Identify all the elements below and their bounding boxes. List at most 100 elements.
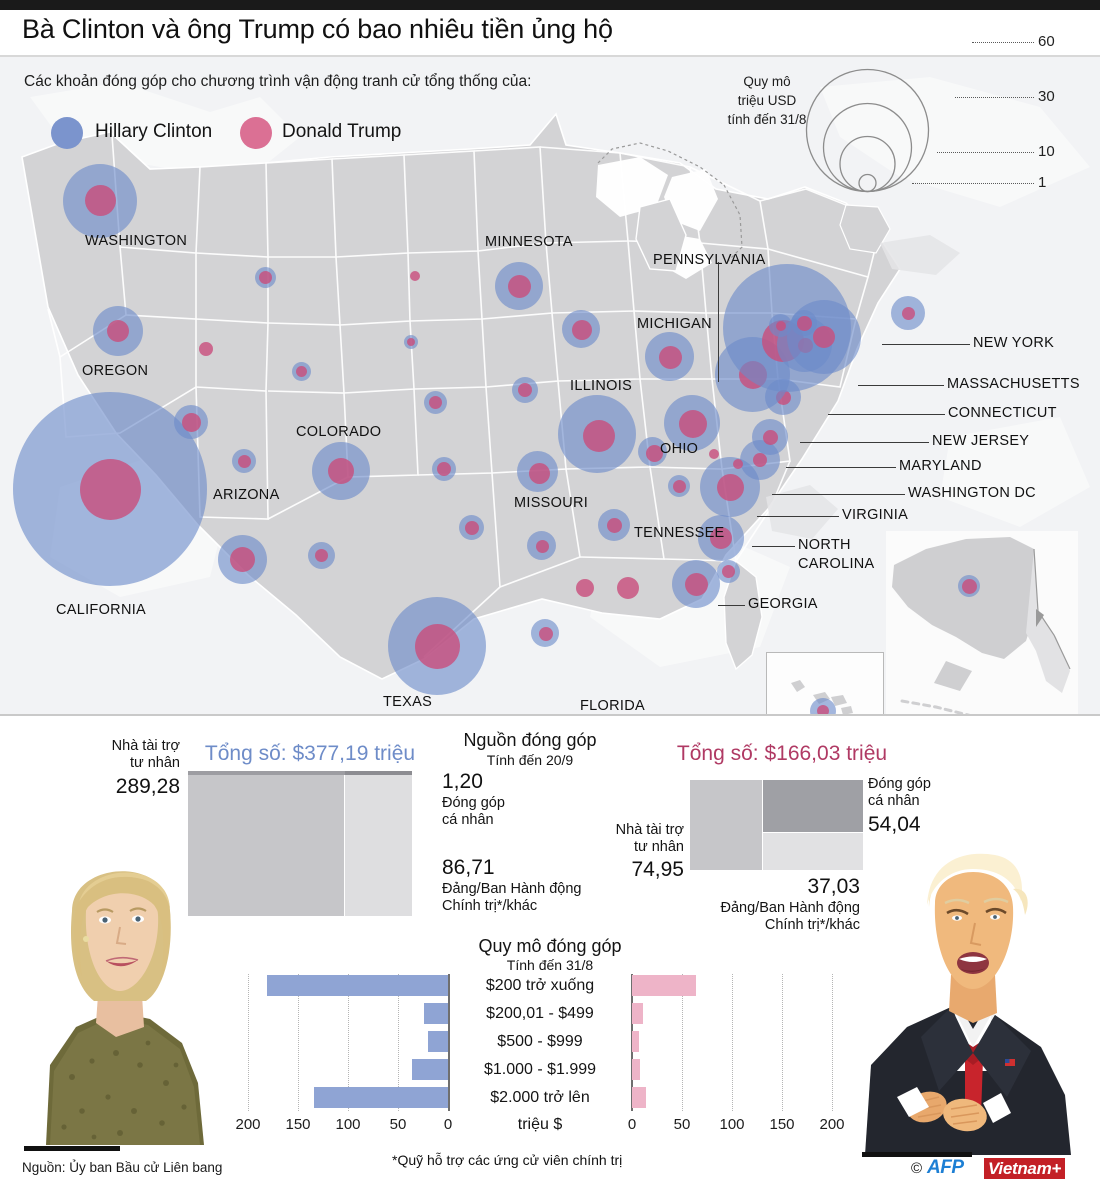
grid-left-150 xyxy=(298,974,299,1111)
bubble-trump-virginia xyxy=(717,474,744,501)
bubble-trump-montana xyxy=(259,271,272,284)
trump-party-pac-value: 37,03 xyxy=(807,875,860,898)
state-label-pennsylvania: PENNSYLVANIA xyxy=(653,252,766,268)
state-label-north: NORTH xyxy=(798,537,851,553)
clinton-party-pac-label-l1: Đảng/Ban Hành động xyxy=(442,881,582,897)
scale-caption-line2: triệu USD xyxy=(737,93,797,108)
bubble-trump-maine xyxy=(902,307,915,320)
legend-clinton-label: Hillary Clinton xyxy=(95,121,213,142)
trump-private-donors-label-l1: Nhà tài trợ xyxy=(615,822,684,838)
bar-left-tick-100: 100 xyxy=(335,1116,361,1133)
bubble-trump-louisiana xyxy=(539,627,553,641)
clinton-treemap-private-donors xyxy=(188,775,344,916)
clinton-portrait-base xyxy=(24,1146,120,1151)
bubble-trump-california xyxy=(80,459,141,520)
bubble-trump-westvirginia xyxy=(709,449,719,459)
state-label-tennessee: TENNESSEE xyxy=(634,525,725,541)
bubble-trump-maryland xyxy=(763,430,778,445)
leader-northcarolina xyxy=(752,546,795,548)
bubble-trump-wyoming xyxy=(296,366,307,377)
bubble-trump-nevada xyxy=(182,413,201,432)
state-label-michigan: MICHIGAN xyxy=(637,316,712,332)
hawaii-map xyxy=(791,680,853,714)
state-label-ohio: OHIO xyxy=(660,441,699,457)
bubble-trump-massachusetts xyxy=(813,326,835,348)
bar-clinton-4 xyxy=(314,1087,448,1108)
bar-clinton-0 xyxy=(267,975,448,996)
footnote-label: *Quỹ hỗ trợ các ứng cử viên chính trị xyxy=(392,1152,623,1168)
trump-total-label: Tổng số: $166,03 triệu xyxy=(676,742,888,765)
clinton-total-label: Tổng số: $377,19 triệu xyxy=(204,742,416,765)
bubble-trump-mississippi xyxy=(576,579,594,597)
bar-clinton-2 xyxy=(428,1031,448,1052)
leader-massachusetts xyxy=(858,385,944,387)
bubble-trump-northdakota xyxy=(410,271,420,281)
scale-caption-line1: Quy mô xyxy=(743,74,791,89)
state-label-texas: TEXAS xyxy=(383,694,433,710)
vietnamplus-logo: Vietnam+ xyxy=(984,1158,1066,1179)
scale-leader-30 xyxy=(955,97,1034,98)
leader-pennsylvania xyxy=(718,262,720,382)
bubble-trump-missouri xyxy=(529,463,550,484)
trump-party-pac-label-l2: Chính trị*/khác xyxy=(764,917,860,933)
clinton-photo xyxy=(46,871,204,1145)
clinton-private-donors-label-l2: tư nhân xyxy=(129,755,180,771)
legend-trump-label: Donald Trump xyxy=(282,121,402,142)
bar-clinton-1 xyxy=(424,1003,448,1024)
trump-treemap-private-donors xyxy=(690,780,762,870)
trump-portrait-base xyxy=(862,1152,972,1157)
bubble-trump-colorado xyxy=(328,458,354,484)
clinton-individual-value: 1,20 xyxy=(442,770,483,793)
section-divider xyxy=(0,714,1100,716)
trump-treemap-individual xyxy=(763,780,863,832)
bubble-trump-minnesota xyxy=(508,275,531,298)
bubble-trump-washington xyxy=(85,185,116,216)
grid-left-200 xyxy=(248,974,249,1111)
trump-private-donors-value: 74,95 xyxy=(631,858,684,881)
bar-axis-unit-label: triệu $ xyxy=(517,1116,563,1133)
afp-logo: AFP xyxy=(927,1157,964,1178)
bar-trump-3 xyxy=(632,1059,640,1080)
clinton-private-donors-label-l1: Nhà tài trợ xyxy=(111,738,180,754)
scale-caption-line3: tính đến 31/8 xyxy=(727,112,807,127)
trump-individual-value: 54,04 xyxy=(868,813,921,836)
state-label-colorado: COLORADO xyxy=(296,424,382,440)
leader-maryland xyxy=(786,467,896,469)
bubble-trump-arkansas xyxy=(536,540,549,553)
funding-source-heading: Nguồn đóng góp xyxy=(463,730,597,750)
bar-category-4: $2.000 trở lên xyxy=(490,1089,590,1106)
bubble-trump-wisconsin xyxy=(572,320,592,340)
bubble-trump-southcarolina xyxy=(722,565,735,578)
bubble-trump-ohio xyxy=(679,410,707,438)
bar-clinton-3 xyxy=(412,1059,448,1080)
leader-virginia xyxy=(757,516,839,518)
legend-clinton-dot xyxy=(51,117,83,149)
scale-tick-60: 60 xyxy=(1038,33,1055,50)
state-label-virginia: VIRGINIA xyxy=(842,507,909,523)
source-label: Nguồn: Ủy ban Bầu cử Liên bang xyxy=(22,1160,223,1175)
state-label-georgia: GEORGIA xyxy=(748,596,818,612)
bubble-trump-texas xyxy=(415,624,460,669)
state-label-connecticut: CONNECTICUT xyxy=(948,405,1057,421)
state-label-maryland: MARYLAND xyxy=(899,458,982,474)
bar-right-tick-100: 100 xyxy=(719,1116,745,1133)
clinton-portrait xyxy=(20,815,220,1145)
leader-georgia xyxy=(718,605,745,607)
state-label-newjersey: NEW JERSEY xyxy=(932,433,1030,449)
state-label-massachusetts: MASSACHUSETTS xyxy=(947,376,1080,392)
grid-right-100 xyxy=(732,974,733,1111)
bubble-trump-nebraska xyxy=(429,396,442,409)
alaska-inset xyxy=(886,531,1078,714)
bubble-trump-dc xyxy=(753,453,767,467)
trump-individual-label-l2: cá nhân xyxy=(868,793,920,809)
trump-private-donors-label-l2: tư nhân xyxy=(633,839,684,855)
bubble-trump-oregon xyxy=(107,320,129,342)
scale-tick-1: 1 xyxy=(1038,174,1047,191)
bubble-trump-newmexico xyxy=(315,549,328,562)
bubble-trump-utah xyxy=(238,455,251,468)
clinton-treemap-self-funding xyxy=(345,771,412,775)
bar-trump-0 xyxy=(632,975,696,996)
scale-leader-60 xyxy=(972,42,1034,43)
leader-newyork xyxy=(882,344,970,346)
leader-connecticut xyxy=(828,414,945,416)
